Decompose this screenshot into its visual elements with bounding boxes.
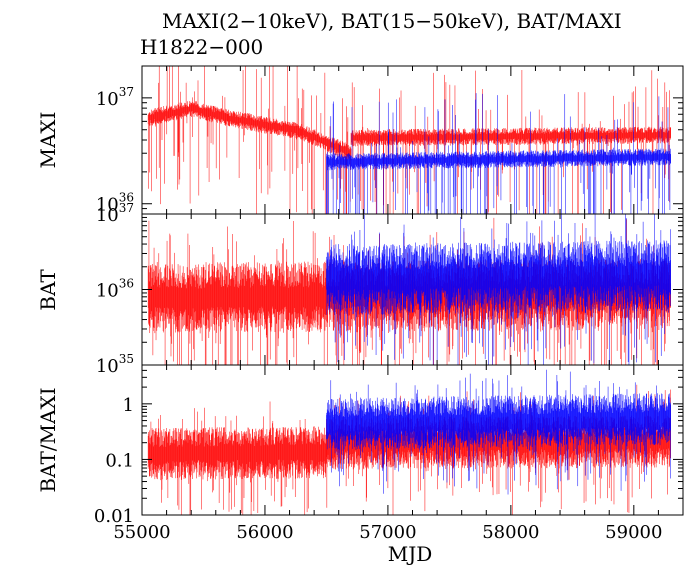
blue-series-1 <box>326 214 672 365</box>
x-tick-label-3: 58000 <box>482 522 539 543</box>
red-series-2 <box>147 384 672 515</box>
y-tick-label-1-1: 1036 <box>96 277 134 302</box>
blue-series-2 <box>326 369 672 495</box>
x-tick-label-2: 57000 <box>359 522 416 543</box>
y-tick-label-0-1: 1036 <box>96 191 134 216</box>
figure-title: MAXI(2−10keV), BAT(15−50keV), BAT/MAXI <box>162 9 622 33</box>
blue-series-0 <box>326 93 672 214</box>
bat-panel: 1037 1036 1035 BAT <box>36 201 684 377</box>
x-axis-label: MJD <box>388 542 433 566</box>
x-tick-label-0: 55000 <box>113 522 170 543</box>
x-tick-label-4: 59000 <box>605 522 662 543</box>
y-tick-label-2-0: 1 <box>123 395 134 416</box>
red-series-0 <box>147 66 672 214</box>
x-axis: 55000 56000 57000 58000 59000 <box>113 522 662 543</box>
y-axis-label-1: BAT <box>36 269 60 311</box>
y-axis-label-2: BAT/MAXI <box>36 387 60 492</box>
maxi-panel: 1037 1036 MAXI <box>36 65 684 216</box>
y-tick-label-1-2: 1035 <box>96 352 134 377</box>
y-tick-label-2-2: 0.01 <box>94 506 134 527</box>
y-tick-label-2-1: 0.1 <box>105 450 134 471</box>
figure-subtitle: H1822−000 <box>140 35 263 59</box>
bat-maxi-panel: 1 0.1 0.01 BAT/MAXI <box>36 364 684 527</box>
y-tick-label-1-0: 1037 <box>96 201 134 226</box>
x-tick-label-1: 56000 <box>236 522 293 543</box>
y-axis-label-0: MAXI <box>36 111 60 168</box>
y-tick-label-0-0: 1037 <box>96 85 134 110</box>
